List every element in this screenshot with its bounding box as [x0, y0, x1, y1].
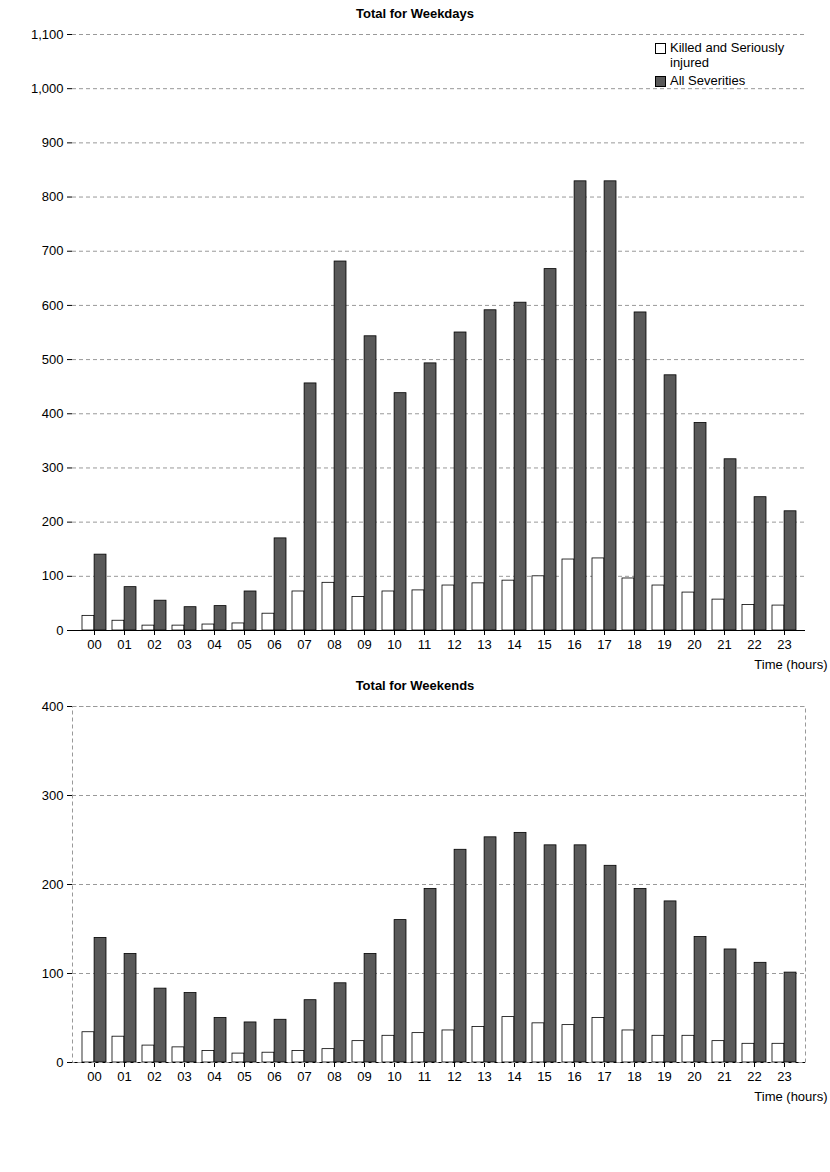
svg-text:300: 300 — [42, 788, 64, 803]
svg-text:06: 06 — [267, 637, 281, 652]
svg-text:Time (hours): Time (hours) — [754, 657, 827, 672]
svg-text:0: 0 — [56, 623, 63, 638]
svg-text:07: 07 — [297, 637, 311, 652]
html-text:Killed and Seriously injured: Killed and Seriously injured — [670, 40, 785, 70]
html-text:Total for Weekends: Total for Weekends — [355, 678, 475, 693]
html-text:All Severities: All Severities — [670, 73, 746, 88]
svg-text:04: 04 — [207, 637, 221, 652]
html-text:Total for Weekdays: Total for Weekdays — [356, 6, 474, 21]
svg-text:00: 00 — [87, 1069, 101, 1084]
svg-text:15: 15 — [537, 637, 551, 652]
svg-text:08: 08 — [327, 637, 341, 652]
svg-text:09: 09 — [357, 1069, 371, 1084]
svg-text:01: 01 — [117, 637, 131, 652]
svg-text:02: 02 — [147, 1069, 161, 1084]
svg-text:12: 12 — [447, 1069, 461, 1084]
svg-text:03: 03 — [177, 1069, 191, 1084]
svg-text:1,100: 1,100 — [31, 27, 64, 42]
svg-text:800: 800 — [42, 189, 64, 204]
svg-text:02: 02 — [147, 637, 161, 652]
svg-text:12: 12 — [447, 637, 461, 652]
svg-text:200: 200 — [42, 877, 64, 892]
svg-text:500: 500 — [42, 352, 64, 367]
svg-text:16: 16 — [567, 1069, 581, 1084]
svg-text:23: 23 — [777, 1069, 791, 1084]
svg-text:00: 00 — [87, 637, 101, 652]
svg-text:600: 600 — [42, 298, 64, 313]
svg-text:10: 10 — [387, 637, 401, 652]
svg-text:14: 14 — [507, 1069, 521, 1084]
svg-text:06: 06 — [267, 1069, 281, 1084]
svg-text:11: 11 — [418, 637, 432, 652]
svg-text:18: 18 — [627, 1069, 641, 1084]
svg-text:900: 900 — [42, 135, 64, 150]
svg-text:21: 21 — [717, 637, 731, 652]
svg-text:16: 16 — [567, 637, 581, 652]
svg-text:300: 300 — [42, 460, 64, 475]
svg-text:19: 19 — [657, 637, 671, 652]
svg-text:100: 100 — [42, 568, 64, 583]
svg-text:15: 15 — [537, 1069, 551, 1084]
svg-text:1,000: 1,000 — [31, 81, 64, 96]
svg-text:01: 01 — [117, 1069, 131, 1084]
svg-text:0: 0 — [56, 1055, 63, 1070]
svg-text:200: 200 — [42, 514, 64, 529]
svg-text:03: 03 — [177, 637, 191, 652]
svg-text:400: 400 — [42, 406, 64, 421]
svg-text:700: 700 — [42, 243, 64, 258]
svg-text:07: 07 — [297, 1069, 311, 1084]
svg-text:13: 13 — [477, 1069, 491, 1084]
svg-text:08: 08 — [327, 1069, 341, 1084]
svg-text:05: 05 — [237, 1069, 251, 1084]
svg-text:17: 17 — [597, 637, 611, 652]
svg-text:05: 05 — [237, 637, 251, 652]
svg-text:04: 04 — [207, 1069, 221, 1084]
svg-text:13: 13 — [477, 637, 491, 652]
svg-text:100: 100 — [42, 966, 64, 981]
svg-text:18: 18 — [627, 637, 641, 652]
svg-text:19: 19 — [657, 1069, 671, 1084]
svg-text:400: 400 — [42, 699, 64, 714]
svg-text:09: 09 — [357, 637, 371, 652]
svg-text:23: 23 — [777, 637, 791, 652]
svg-text:11: 11 — [418, 1069, 432, 1084]
svg-text:17: 17 — [597, 1069, 611, 1084]
svg-text:20: 20 — [687, 637, 701, 652]
svg-text:21: 21 — [717, 1069, 731, 1084]
svg-text:Time (hours): Time (hours) — [754, 1089, 827, 1104]
svg-text:10: 10 — [387, 1069, 401, 1084]
svg-text:22: 22 — [747, 1069, 761, 1084]
svg-text:14: 14 — [507, 637, 521, 652]
svg-text:20: 20 — [687, 1069, 701, 1084]
svg-text:22: 22 — [747, 637, 761, 652]
